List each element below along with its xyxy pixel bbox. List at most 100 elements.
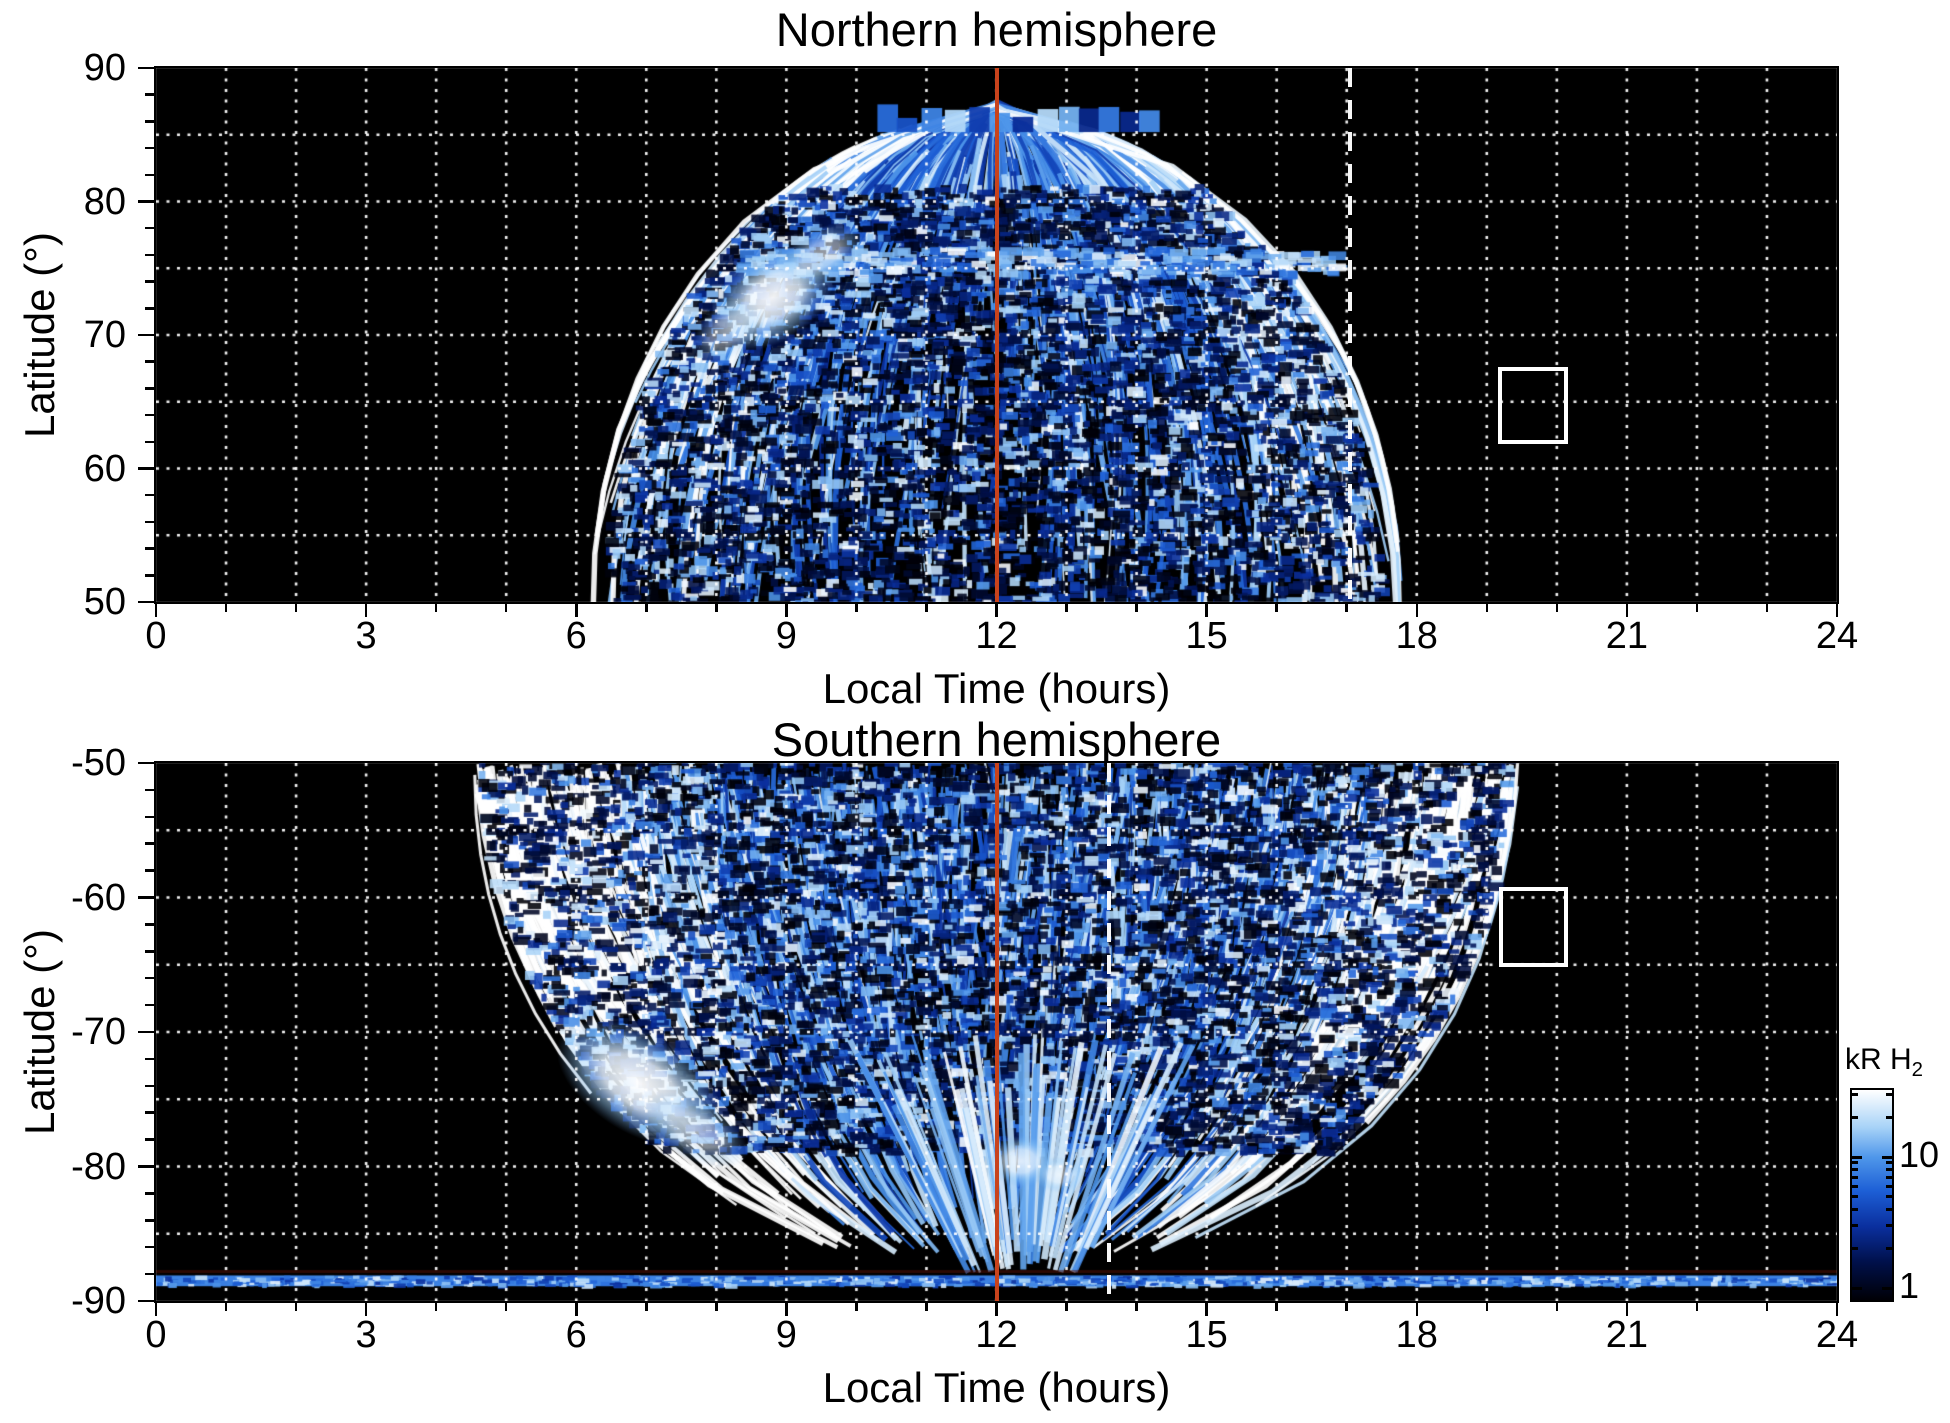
y-minor-tick — [145, 950, 154, 953]
x-major-tick — [154, 604, 158, 617]
x-minor-tick — [1555, 604, 1559, 612]
x-tick-label: 18 — [1395, 615, 1438, 657]
colorbar-minor-tick — [1852, 1092, 1858, 1096]
y-tick-label: 70 — [83, 314, 126, 356]
x-minor-tick — [1485, 604, 1489, 612]
noon-meridian-line-north — [994, 68, 999, 602]
y-minor-tick — [145, 1245, 154, 1249]
y-major-tick — [138, 761, 154, 765]
x-minor-tick — [715, 604, 718, 612]
x-tick-label: 3 — [355, 1314, 377, 1356]
colorbar-major-tick — [1852, 1155, 1862, 1159]
x-major-tick — [1835, 604, 1839, 617]
x-minor-tick — [1345, 604, 1348, 612]
y-minor-tick — [145, 146, 154, 150]
y-tick-label: 90 — [83, 47, 126, 89]
noon-meridian-line-south — [994, 763, 999, 1301]
y-minor-tick — [145, 1138, 154, 1141]
panel-title-north: Northern hemisphere — [775, 3, 1218, 56]
colorbar-tick-label: 1 — [1899, 1265, 1920, 1306]
x-tick-label: 6 — [565, 615, 587, 657]
colorbar-minor-tick — [1886, 1207, 1892, 1211]
colorbar-minor-tick — [1852, 1194, 1858, 1198]
y-minor-tick — [145, 93, 154, 96]
y-minor-tick — [145, 1003, 154, 1007]
x-major-tick — [154, 1303, 158, 1316]
colorbar-title-main: kR H — [1845, 1043, 1912, 1076]
x-tick-label: 15 — [1185, 1314, 1228, 1356]
y-minor-tick — [145, 520, 154, 524]
y-minor-tick — [145, 253, 154, 257]
y-tick-label: 60 — [83, 447, 126, 490]
x-minor-tick — [434, 1303, 438, 1311]
dashed-reference-line-north — [1348, 68, 1353, 602]
y-tick-label: -60 — [71, 876, 126, 919]
y-minor-tick — [145, 976, 154, 980]
x-major-tick — [785, 1303, 788, 1316]
x-minor-tick — [1275, 604, 1278, 612]
x-tick-label: 24 — [1815, 1314, 1859, 1356]
y-minor-tick — [145, 1219, 154, 1222]
x-minor-tick — [434, 604, 438, 612]
y-minor-tick — [145, 360, 154, 363]
reference-box-south — [1498, 886, 1569, 968]
x-major-tick — [1415, 604, 1418, 617]
colorbar-gradient — [1852, 1090, 1892, 1300]
colorbar-minor-tick — [1852, 1161, 1858, 1165]
y-minor-tick — [145, 120, 154, 123]
x-minor-tick — [504, 1303, 508, 1311]
y-major-tick — [138, 1165, 154, 1168]
panel-title-south: Southern hemisphere — [771, 713, 1222, 766]
x-minor-tick — [855, 1303, 858, 1311]
x-minor-tick — [1555, 1303, 1559, 1311]
x-major-tick — [364, 604, 368, 617]
x-tick-label: 15 — [1185, 615, 1228, 657]
x-major-tick — [1835, 1303, 1839, 1316]
y-major-tick — [138, 333, 154, 337]
y-minor-tick — [145, 547, 154, 550]
colorbar-minor-tick — [1852, 1207, 1858, 1211]
colorbar-minor-tick — [1886, 1175, 1892, 1179]
y-major-tick — [138, 66, 154, 70]
x-tick-label: 6 — [565, 1314, 587, 1356]
x-minor-tick — [1765, 1303, 1769, 1311]
colorbar-title-sub: 2 — [1911, 1059, 1924, 1081]
x-major-tick — [575, 1303, 578, 1316]
x-minor-tick — [645, 1303, 648, 1311]
y-minor-tick — [145, 173, 154, 177]
x-minor-tick — [1135, 604, 1138, 612]
y-minor-tick — [145, 440, 154, 444]
x-minor-tick — [1065, 604, 1068, 612]
y-minor-tick — [145, 1057, 154, 1061]
x-minor-tick — [1135, 1303, 1138, 1311]
colorbar-minor-tick — [1886, 1116, 1892, 1120]
colorbar-minor-tick — [1852, 1223, 1858, 1227]
y-tick-label: 50 — [83, 581, 126, 623]
y-tick-label: -90 — [71, 1280, 126, 1322]
x-minor-tick — [1345, 1303, 1348, 1311]
y-minor-tick — [145, 1192, 154, 1195]
x-minor-tick — [504, 604, 508, 612]
x-minor-tick — [1695, 604, 1699, 612]
x-major-tick — [1625, 1303, 1629, 1316]
y-minor-tick — [145, 1084, 154, 1088]
x-minor-tick — [1765, 604, 1769, 612]
x-minor-tick — [294, 1303, 298, 1311]
y-major-tick — [138, 467, 154, 470]
colorbar-minor-tick — [1886, 1247, 1892, 1251]
x-minor-tick — [224, 604, 228, 612]
x-minor-tick — [1275, 1303, 1278, 1311]
colorbar-major-tick — [1852, 1286, 1862, 1290]
colorbar — [1850, 1088, 1894, 1302]
y-minor-tick — [145, 869, 154, 872]
colorbar-minor-tick — [1852, 1184, 1858, 1188]
x-major-tick — [1415, 1303, 1418, 1316]
y-tick-label: -50 — [71, 742, 126, 784]
colorbar-major-tick — [1882, 1155, 1892, 1159]
colorbar-minor-tick — [1886, 1092, 1892, 1096]
colorbar-title: kR H2 — [1845, 1043, 1923, 1082]
y-minor-tick — [145, 788, 154, 792]
colorbar-minor-tick — [1886, 1194, 1892, 1198]
